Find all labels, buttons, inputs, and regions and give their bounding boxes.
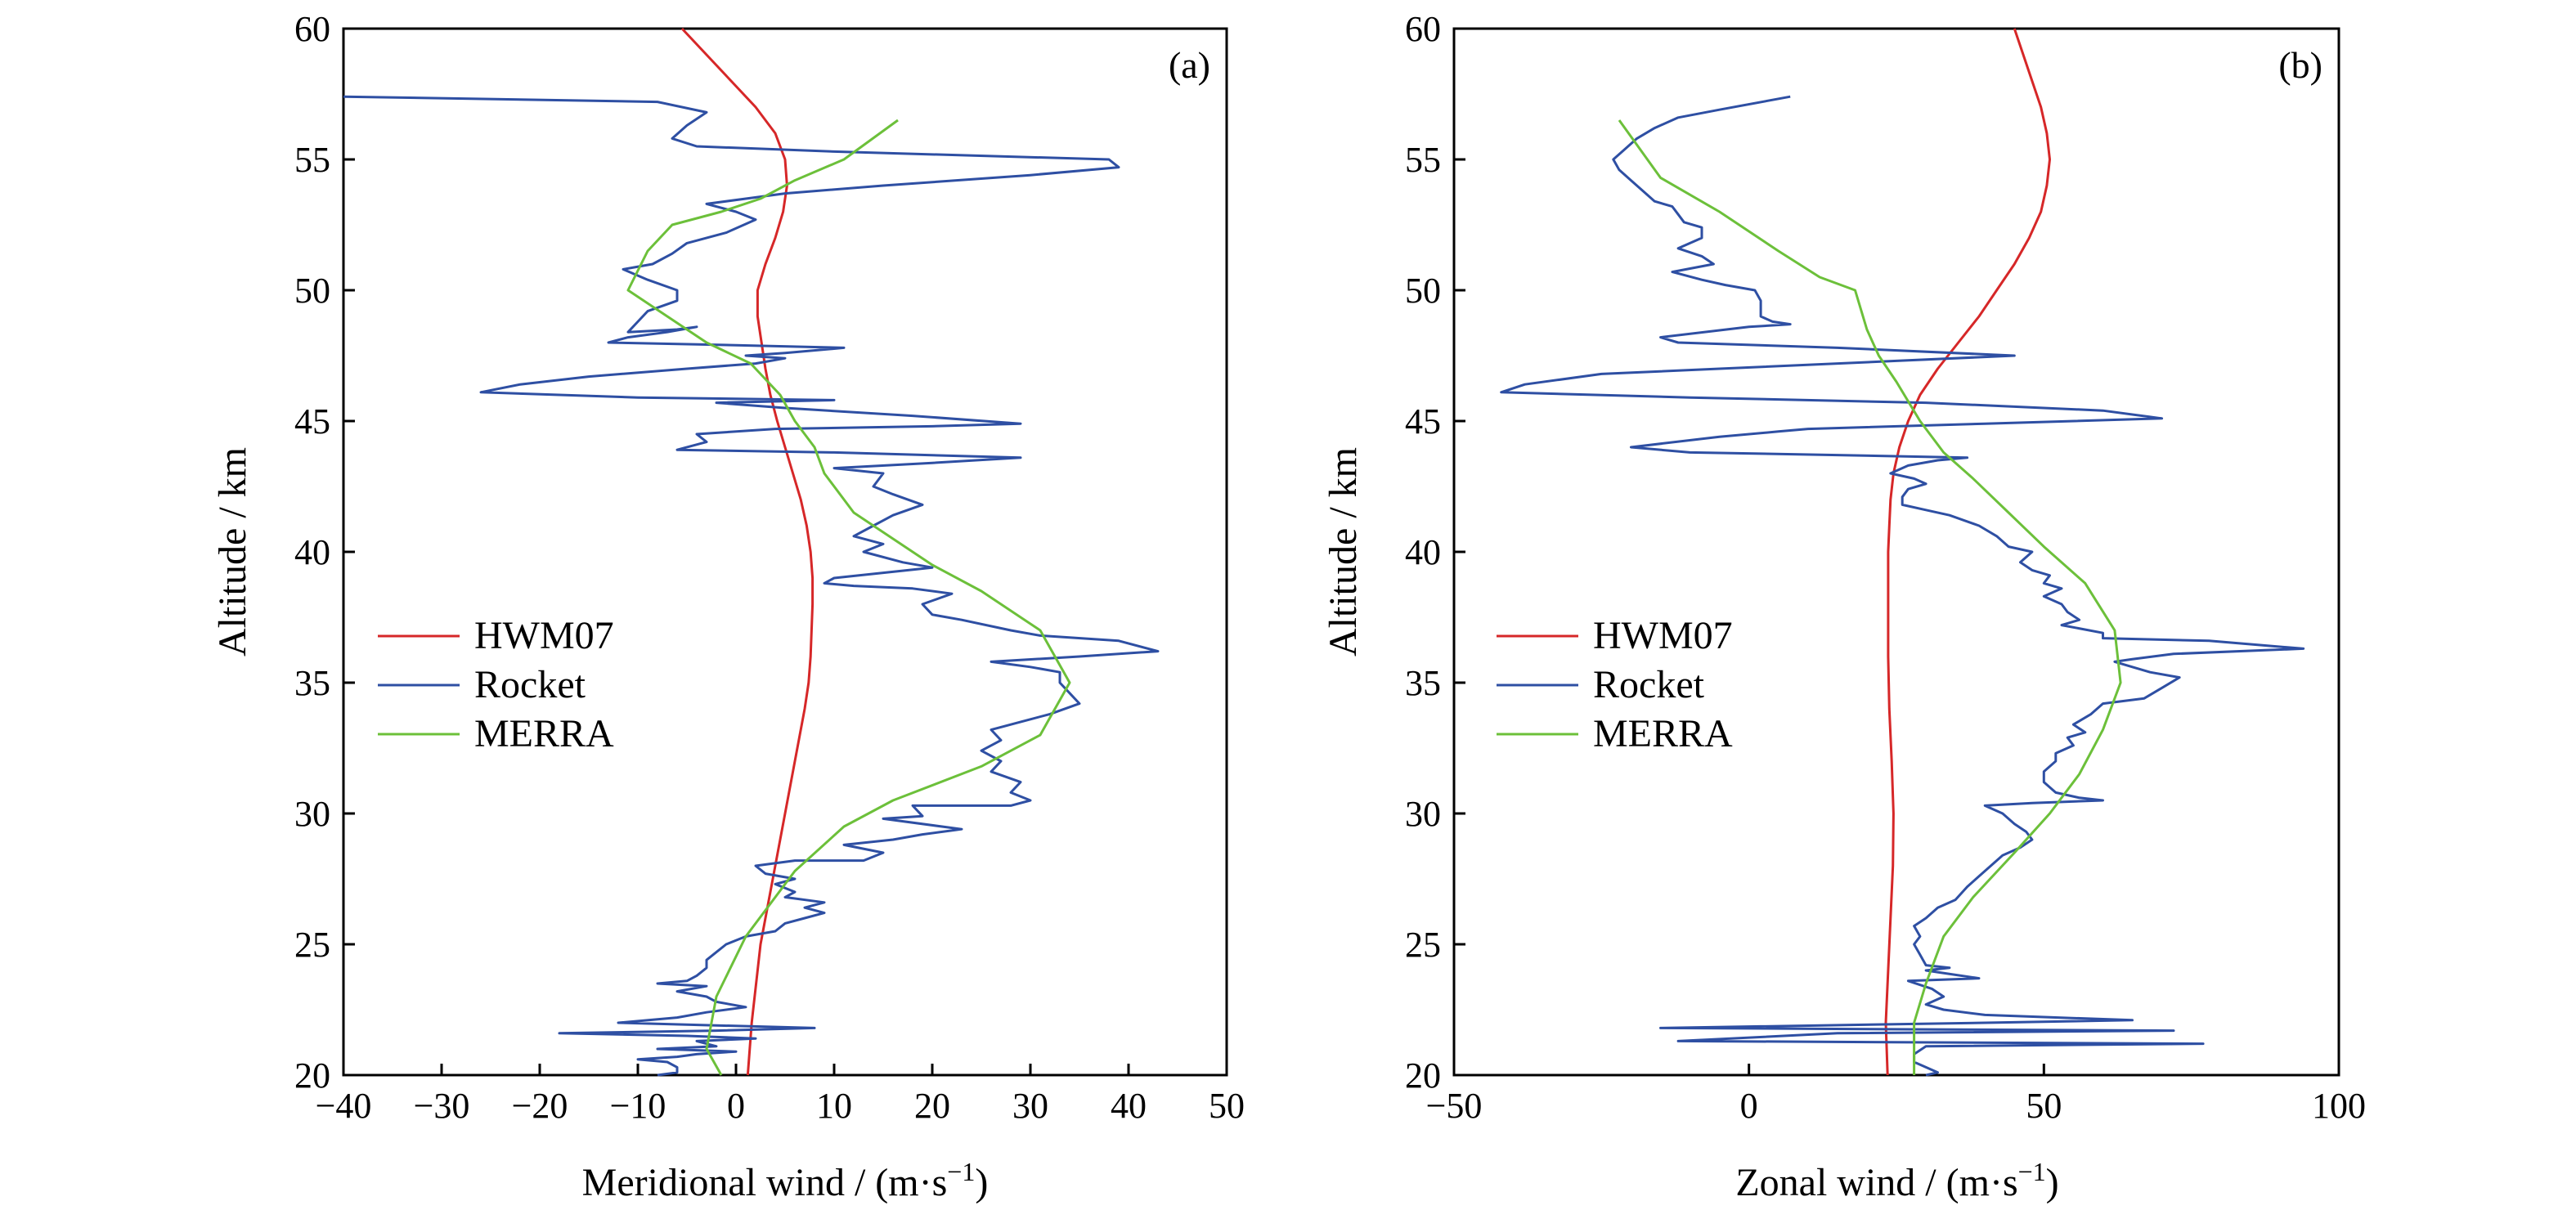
y-tick-label: 55 <box>294 140 330 180</box>
y-tick-label: 30 <box>294 794 330 834</box>
y-tick-label: 30 <box>1405 794 1441 834</box>
y-tick-label: 40 <box>1405 532 1441 572</box>
x-axis-title: Meridional wind / (m·s−1) <box>582 1157 989 1204</box>
y-tick-label: 60 <box>1405 9 1441 49</box>
chart-panel-b: −50 0 50 100 20 25 30 35 40 45 50 55 60 (b) Altitude… <box>1322 9 2366 1204</box>
x-tick-label: 40 <box>1111 1086 1147 1126</box>
legend-label-merra: MERRA <box>1593 712 1733 755</box>
y-tick-label: 25 <box>1405 925 1441 965</box>
x-tick-label: 20 <box>914 1086 950 1126</box>
legend-label-rocket: Rocket <box>474 663 586 706</box>
series-line-rocket <box>343 95 1160 1077</box>
y-tick-label: 35 <box>294 663 330 703</box>
series-layer <box>343 27 1160 1077</box>
x-tick-label: 0 <box>727 1086 745 1126</box>
series-line-merra <box>626 119 1071 1076</box>
y-tick-label: 50 <box>1405 271 1441 311</box>
y-axis-title: Altitude / km <box>211 447 254 657</box>
series-line-merra <box>1618 119 2122 1075</box>
plot-area-frame <box>1452 27 2340 1077</box>
x-tick-label: 0 <box>1740 1086 1758 1126</box>
x-tick-label: −30 <box>414 1086 470 1126</box>
ticks-layer: −50 0 50 100 20 25 30 35 40 45 50 55 60 <box>1405 9 2366 1126</box>
chart-panel-a: −40 −30 −20 −10 0 10 20 30 40 50 20 25 30 35 40 45 50 55 6… <box>211 9 1245 1204</box>
y-tick-label: 45 <box>1405 401 1441 441</box>
series-line-rocket <box>1500 95 2305 1077</box>
x-axis-title-main: Meridional wind / (m·s <box>582 1161 948 1204</box>
x-tick-label: −40 <box>316 1086 372 1126</box>
x-tick-label: −20 <box>512 1086 568 1126</box>
y-tick-label: 40 <box>294 532 330 572</box>
y-axis-title: Altitude / km <box>1322 447 1365 657</box>
x-tick-label: 50 <box>2026 1086 2062 1126</box>
series-line-hwm07 <box>680 27 815 1076</box>
legend-label-hwm07: HWM07 <box>474 614 614 657</box>
x-axis-title-close: ) <box>975 1161 988 1204</box>
y-tick-label: 60 <box>294 9 330 49</box>
panel-label: (a) <box>1169 44 1210 86</box>
y-tick-label: 55 <box>1405 140 1441 180</box>
legend: HWM07 Rocket MERRA <box>1497 614 1733 755</box>
x-axis-title-main: Zonal wind / (m·s <box>1735 1161 2017 1204</box>
y-tick-label: 20 <box>294 1055 330 1096</box>
y-tick-label: 35 <box>1405 663 1441 703</box>
y-tick-label: 50 <box>294 271 330 311</box>
x-tick-label: −10 <box>610 1086 666 1126</box>
x-axis-title-superscript: −1 <box>947 1157 975 1186</box>
x-tick-label: −50 <box>1426 1086 1483 1126</box>
x-axis-title: Zonal wind / (m·s−1) <box>1735 1157 2058 1204</box>
legend-label-hwm07: HWM07 <box>1593 614 1733 657</box>
y-tick-label: 45 <box>294 401 330 441</box>
x-tick-label: 100 <box>2312 1086 2366 1126</box>
y-tick-label: 20 <box>1405 1055 1441 1096</box>
series-layer <box>1500 28 2305 1077</box>
legend-label-merra: MERRA <box>474 712 614 755</box>
series-line-hwm07 <box>1884 28 2051 1076</box>
x-tick-label: 50 <box>1209 1086 1245 1126</box>
x-axis-title-superscript: −1 <box>2018 1157 2046 1186</box>
x-tick-label: 10 <box>816 1086 852 1126</box>
panel-label: (b) <box>2278 44 2322 86</box>
y-tick-label: 25 <box>294 925 330 965</box>
legend-label-rocket: Rocket <box>1593 663 1705 706</box>
x-tick-label: 30 <box>1012 1086 1048 1126</box>
legend: HWM07 Rocket MERRA <box>378 614 614 755</box>
ticks-layer: −40 −30 −20 −10 0 10 20 30 40 50 20 25 30 35 40 45 50 55 6… <box>294 9 1245 1126</box>
x-axis-title-close: ) <box>2046 1161 2059 1204</box>
